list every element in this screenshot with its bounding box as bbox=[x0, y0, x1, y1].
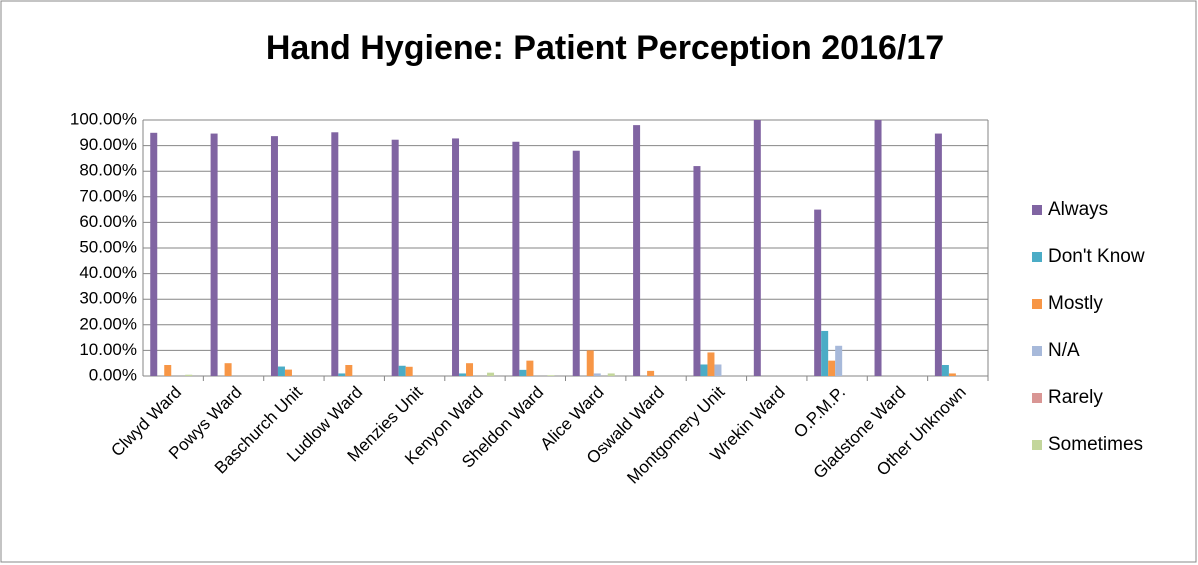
bar bbox=[835, 345, 843, 376]
legend-label: Sometimes bbox=[1048, 434, 1143, 455]
bar bbox=[828, 360, 836, 376]
y-tick-label: 80.00% bbox=[79, 161, 137, 180]
legend-label: Rarely bbox=[1048, 387, 1103, 408]
y-tick-label: 0.00% bbox=[89, 365, 137, 384]
bar bbox=[753, 120, 761, 376]
y-tick-label: 40.00% bbox=[79, 263, 137, 282]
bar bbox=[633, 125, 641, 377]
bar bbox=[405, 366, 413, 376]
y-tick-label: 60.00% bbox=[79, 212, 137, 231]
bar bbox=[707, 352, 715, 376]
bar bbox=[647, 370, 655, 376]
legend-label: Mostly bbox=[1048, 293, 1103, 314]
y-tick-label: 10.00% bbox=[79, 340, 137, 359]
bar bbox=[572, 150, 580, 376]
bar bbox=[277, 366, 285, 376]
y-tick-label: 90.00% bbox=[79, 135, 137, 154]
legend-label: Don't Know bbox=[1048, 246, 1145, 267]
bar bbox=[547, 375, 555, 376]
legend-swatch bbox=[1032, 393, 1042, 403]
bar bbox=[821, 330, 829, 376]
legend-swatch bbox=[1032, 346, 1042, 356]
bar bbox=[512, 141, 520, 376]
y-tick-label: 100.00% bbox=[70, 109, 137, 128]
bar bbox=[270, 136, 278, 376]
bar bbox=[700, 364, 708, 376]
bar bbox=[941, 364, 949, 376]
bar bbox=[185, 374, 193, 376]
bar bbox=[874, 120, 882, 376]
bar bbox=[487, 372, 495, 376]
bar bbox=[519, 369, 527, 376]
bar bbox=[948, 373, 956, 376]
y-tick-label: 20.00% bbox=[79, 314, 137, 333]
bar bbox=[345, 364, 353, 376]
bar bbox=[934, 133, 942, 376]
legend-label: N/A bbox=[1048, 340, 1080, 361]
bar bbox=[459, 373, 467, 376]
bar bbox=[331, 132, 339, 376]
legend-swatch bbox=[1032, 440, 1042, 450]
bar bbox=[164, 364, 172, 376]
bar bbox=[224, 363, 232, 376]
bar bbox=[714, 364, 722, 376]
bar bbox=[814, 209, 822, 376]
bar bbox=[593, 373, 601, 376]
bar bbox=[210, 133, 218, 376]
bar bbox=[452, 138, 460, 376]
legend-label: Always bbox=[1048, 199, 1108, 220]
chart-title: Hand Hygiene: Patient Perception 2016/17 bbox=[266, 29, 944, 67]
bar bbox=[398, 365, 406, 376]
legend-swatch bbox=[1032, 205, 1042, 215]
y-tick-label: 50.00% bbox=[79, 237, 137, 256]
bar bbox=[284, 369, 292, 376]
legend-swatch bbox=[1032, 299, 1042, 309]
bar bbox=[466, 363, 474, 376]
bar bbox=[607, 373, 615, 376]
bar bbox=[338, 373, 346, 376]
y-tick-label: 30.00% bbox=[79, 289, 137, 308]
bar bbox=[586, 350, 594, 376]
bar bbox=[150, 132, 158, 376]
y-tick-label: 70.00% bbox=[79, 186, 137, 205]
bar bbox=[693, 166, 701, 376]
bar bbox=[391, 139, 399, 376]
bar bbox=[526, 360, 534, 376]
legend-swatch bbox=[1032, 252, 1042, 262]
